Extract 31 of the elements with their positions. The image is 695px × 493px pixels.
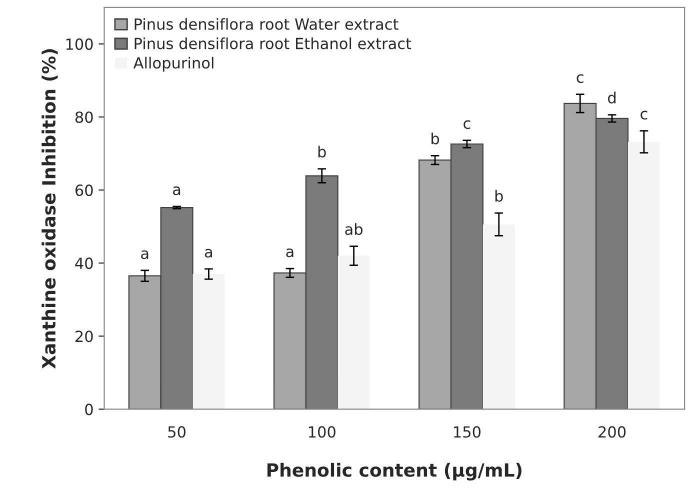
data-label: b	[432, 132, 440, 144]
data-label: ab	[345, 223, 362, 235]
y-tick-label: 100	[66, 38, 93, 50]
x-axis-title: Phenolic content (µg/mL)	[267, 462, 522, 480]
data-label: a	[141, 250, 148, 260]
y-tick-label: 60	[75, 184, 93, 196]
legend-label: Allopurinol	[133, 56, 214, 72]
x-tick-label: 100	[308, 426, 336, 438]
data-label: c	[640, 110, 648, 120]
legend-label: Pinus densiflora root Water extract	[134, 18, 398, 30]
data-label: a	[204, 248, 212, 258]
data-label: b	[318, 146, 326, 158]
bar	[628, 142, 660, 410]
y-tick-label: 20	[76, 330, 93, 342]
data-label: c	[576, 74, 584, 84]
x-tick-label: 200	[598, 426, 626, 438]
y-tick-label: 0	[85, 404, 93, 416]
y-tick-label: 80	[75, 111, 93, 123]
y-axis-title: Xanthine oxidase Inhibition (%)	[42, 49, 58, 369]
data-label: b	[495, 190, 503, 202]
x-tick-label: 150	[454, 426, 481, 438]
data-label: a	[173, 186, 180, 196]
x-tick-label: 50	[168, 426, 186, 438]
legend-label: Pinus densiflora root Ethanol extract	[134, 37, 412, 50]
bar	[192, 274, 225, 410]
data-label: d	[608, 92, 616, 104]
bar	[338, 256, 370, 410]
data-label: c	[464, 120, 470, 130]
bar	[482, 224, 515, 410]
y-tick-label: 40	[75, 258, 93, 270]
data-label: a	[286, 248, 294, 258]
